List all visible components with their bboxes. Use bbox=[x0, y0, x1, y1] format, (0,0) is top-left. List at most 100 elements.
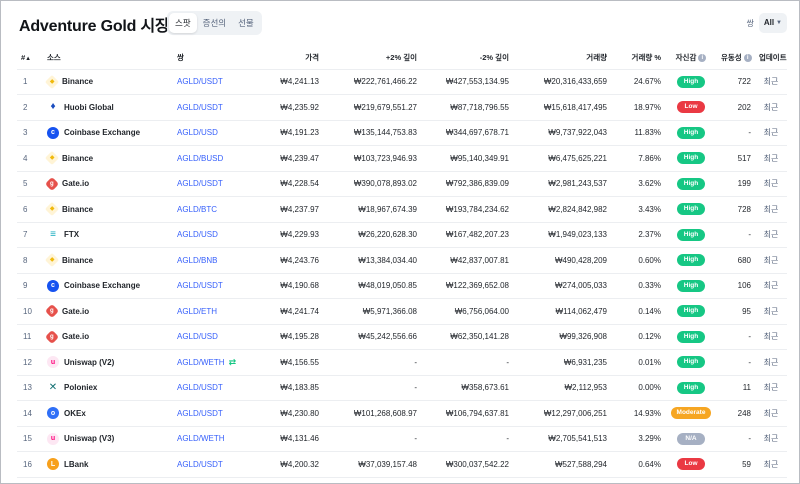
table-row[interactable]: 1 ◆ Binance AGLD/USDT ₩4,241.13 ₩222,761,466.… bbox=[17, 69, 787, 95]
col-rank[interactable]: #▲ bbox=[17, 47, 43, 70]
source-link[interactable]: ≡ FTX bbox=[47, 229, 169, 241]
table-row[interactable]: 13 ✕ Poloniex AGLD/USDT ₩4,183.85- ₩358,673.6… bbox=[17, 375, 787, 401]
updated-cell: 최근 bbox=[755, 400, 787, 427]
table-row[interactable]: 3 c Coinbase Exchange AGLD/USD ₩4,191.23 ₩135… bbox=[17, 120, 787, 146]
confidence-badge: Low bbox=[677, 101, 705, 114]
table-row[interactable]: 6 ◆ Binance AGLD/BTC ₩4,237.97 ₩18,967,674.39… bbox=[17, 196, 787, 223]
pair-link[interactable]: AGLD/USDT bbox=[177, 77, 223, 87]
tab-perpetual[interactable]: 증선의 bbox=[202, 18, 227, 28]
pair-link[interactable]: AGLD/BTC bbox=[177, 204, 218, 214]
volume-cell: ₩6,475,625,221 bbox=[513, 145, 611, 172]
volume-cell: ₩2,981,243,537 bbox=[513, 171, 611, 197]
source-link[interactable]: ◆ Binance bbox=[44, 253, 169, 268]
rank-cell: 2 bbox=[17, 94, 43, 121]
volume-cell: ₩2,705,541,513 bbox=[513, 426, 611, 452]
price-cell: ₩4,237.97 bbox=[261, 196, 323, 223]
col-volume-pct[interactable]: 거래량 % bbox=[611, 47, 665, 70]
source-link[interactable]: ◆ Binance bbox=[44, 74, 169, 89]
table-row[interactable]: 12 u Uniswap (V2) AGLD/WETH ⇄ ₩4,156.55- - ₩6,9… bbox=[17, 349, 787, 376]
volume-cell: ₩12,297,006,251 bbox=[513, 400, 611, 427]
source-link[interactable]: g Gate.io bbox=[44, 176, 169, 191]
volume-pct-cell: 0.60% bbox=[611, 247, 665, 274]
depth-minus-cell: ₩42,837,007.81 bbox=[421, 247, 513, 274]
poloniex-icon: ✕ bbox=[48, 381, 58, 393]
pair-link[interactable]: AGLD/USD bbox=[177, 128, 218, 138]
updated-cell: 최근 bbox=[755, 324, 787, 350]
pair-link[interactable]: AGLD/USDT bbox=[177, 281, 223, 291]
price-cell: ₩4,235.92 bbox=[261, 94, 323, 121]
liquidity-cell: 11 bbox=[717, 375, 755, 401]
updated-cell: 최근 bbox=[755, 273, 787, 299]
pair-link[interactable]: AGLD/ETH bbox=[177, 306, 218, 316]
pair-link[interactable]: AGLD/USD bbox=[177, 332, 218, 342]
info-icon[interactable]: i bbox=[698, 54, 707, 63]
table-row[interactable]: 15 u Uniswap (V3) AGLD/WETH ₩4,131.46- - ₩2,70… bbox=[17, 426, 787, 452]
col-pair[interactable]: 쌍 bbox=[173, 47, 261, 70]
volume-pct-cell: 2.37% bbox=[611, 222, 665, 248]
rank-cell: 9 bbox=[17, 273, 43, 299]
source-link[interactable]: c Coinbase Exchange bbox=[47, 126, 169, 139]
col-depth-minus[interactable]: -2% 깊이 bbox=[421, 47, 513, 70]
rank-cell: 10 bbox=[17, 298, 43, 325]
pair-link[interactable]: AGLD/USDT bbox=[177, 408, 223, 418]
source-link[interactable]: g Gate.io bbox=[44, 329, 169, 344]
table-row[interactable]: 4 ◆ Binance AGLD/BUSD ₩4,239.47 ₩103,723,946.… bbox=[17, 145, 787, 172]
source-name: Binance bbox=[62, 77, 94, 87]
source-link[interactable]: L LBank bbox=[47, 458, 169, 471]
liquidity-cell: 728 bbox=[717, 196, 755, 223]
source-link[interactable]: ◆ Binance bbox=[44, 202, 169, 217]
depth-minus-cell: ₩167,482,207.23 bbox=[421, 222, 513, 248]
pair-link[interactable]: AGLD/WETH bbox=[177, 434, 225, 444]
pair-link[interactable]: AGLD/BUSD bbox=[177, 153, 224, 163]
table-row[interactable]: 10 g Gate.io AGLD/ETH ₩4,241.74 ₩5,971,366.08… bbox=[17, 298, 787, 325]
table-row[interactable]: 11 g Gate.io AGLD/USD ₩4,195.28 ₩45,242,556.6… bbox=[17, 324, 787, 350]
pair-link[interactable]: AGLD/USD bbox=[177, 230, 218, 240]
depth-plus-cell: ₩5,971,366.08 bbox=[323, 298, 421, 325]
depth-plus-cell: ₩18,967,674.39 bbox=[323, 196, 421, 223]
table-row[interactable]: 9 c Coinbase Exchange AGLD/USDT ₩4,190.68 ₩48… bbox=[17, 273, 787, 299]
tab-futures[interactable]: 선물 bbox=[238, 18, 254, 28]
col-volume[interactable]: 거래량 bbox=[513, 47, 611, 70]
source-link[interactable]: o OKEx bbox=[47, 407, 169, 420]
pair-link[interactable]: AGLD/USDT bbox=[177, 102, 223, 112]
pair-link[interactable]: AGLD/BNB bbox=[177, 255, 218, 265]
liquidity-cell: 199 bbox=[717, 171, 755, 197]
source-link[interactable]: g Gate.io bbox=[44, 304, 169, 319]
tab-spot[interactable]: 스팟 bbox=[169, 13, 197, 33]
info-icon[interactable]: i bbox=[743, 54, 752, 63]
table-row[interactable]: 14 o OKEx AGLD/USDT ₩4,230.80 ₩101,268,608.97… bbox=[17, 400, 787, 427]
pair-link[interactable]: AGLD/USDT bbox=[177, 459, 223, 469]
source-link[interactable]: c Coinbase Exchange bbox=[47, 279, 169, 292]
liquidity-cell: - bbox=[717, 324, 755, 350]
chevron-down-icon: ▼ bbox=[776, 20, 782, 26]
table-row[interactable]: 5 g Gate.io AGLD/USDT ₩4,228.54 ₩390,078,893.… bbox=[17, 171, 787, 197]
pair-link[interactable]: AGLD/USDT bbox=[177, 383, 223, 393]
col-price[interactable]: 가격 bbox=[261, 47, 323, 70]
col-confidence[interactable]: 자신감 i bbox=[665, 47, 717, 70]
col-updated[interactable]: 업데이트 bbox=[755, 47, 787, 70]
volume-cell: ₩274,005,033 bbox=[513, 273, 611, 299]
col-depth-plus[interactable]: +2% 깊이 bbox=[323, 47, 421, 70]
pair-link[interactable]: AGLD/WETH bbox=[177, 357, 225, 367]
table-row[interactable]: 7 ≡ FTX AGLD/USD ₩4,229.93 ₩26,220,628.30 ₩167… bbox=[17, 222, 787, 248]
pair-link[interactable]: AGLD/USDT bbox=[177, 179, 223, 189]
table-row[interactable]: 2 ♦ Huobi Global AGLD/USDT ₩4,235.92 ₩219,679… bbox=[17, 94, 787, 121]
col-liquidity[interactable]: 유동성 i bbox=[717, 47, 755, 70]
source-name: Binance bbox=[62, 255, 94, 265]
volume-pct-cell: 11.83% bbox=[611, 120, 665, 146]
gate-icon: g bbox=[44, 176, 60, 191]
source-link[interactable]: ◆ Binance bbox=[44, 151, 169, 166]
pair-filter-select[interactable]: All ▼ bbox=[758, 13, 787, 33]
col-source[interactable]: 소스 bbox=[43, 47, 173, 70]
volume-cell: ₩2,112,953 bbox=[513, 375, 611, 401]
table-row[interactable]: 16 L LBank AGLD/USDT ₩4,200.32 ₩37,039,157.48… bbox=[17, 451, 787, 478]
rank-cell: 15 bbox=[17, 426, 43, 452]
source-link[interactable]: u Uniswap (V3) bbox=[47, 432, 169, 445]
updated-cell: 최근 bbox=[755, 145, 787, 172]
source-link[interactable]: ♦ Huobi Global bbox=[47, 101, 169, 113]
source-link[interactable]: ✕ Poloniex bbox=[47, 382, 169, 394]
table-row[interactable]: 8 ◆ Binance AGLD/BNB ₩4,243.76 ₩13,384,034.40… bbox=[17, 247, 787, 274]
source-name: Poloniex bbox=[64, 383, 98, 393]
source-link[interactable]: u Uniswap (V2) bbox=[47, 356, 169, 369]
